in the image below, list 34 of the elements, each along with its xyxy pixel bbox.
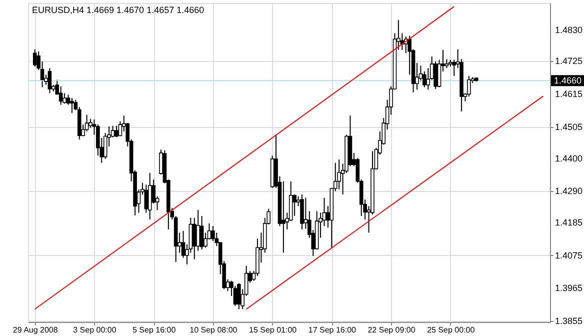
y-tick-label: 1.4290: [555, 186, 583, 196]
candlestick: [84, 114, 89, 132]
x-tick-label: 3 Sep 00:00: [73, 326, 117, 334]
candlestick: [32, 48, 37, 68]
candlestick: [211, 226, 215, 242]
candlestick: [292, 194, 296, 216]
y-tick-label: 1.4830: [555, 24, 583, 35]
chart-title: EURUSD,H4 1.4669 1.4670 1.4657 1.4660: [32, 5, 204, 15]
y-tick-label: 1.4615: [555, 89, 583, 100]
candlestick: [114, 125, 118, 138]
candlestick: [300, 194, 304, 230]
y-tick-label: 1.4185: [555, 218, 583, 228]
x-tick-label: 22 Sep 09:00: [368, 326, 416, 334]
candlestick: [58, 86, 63, 106]
candlestick: [196, 209, 200, 252]
candlestick: [237, 282, 241, 310]
candlestick: [48, 68, 52, 94]
x-tick-label: 15 Sep 01:00: [249, 326, 298, 334]
y-tick-label: 1.4505: [555, 122, 583, 132]
x-tick-label: 5 Sep 16:00: [132, 326, 176, 334]
candlestick: [282, 180, 286, 254]
y-tick-label: 1.4400: [555, 153, 583, 164]
y-tick-label: 1.4725: [555, 56, 583, 66]
y-tick-label: 1.4075: [555, 250, 583, 260]
candlestick: [144, 184, 148, 214]
x-tick-label: 25 Sep 00:00: [427, 326, 476, 334]
candlestick: [233, 285, 238, 306]
candlestick: [70, 97, 74, 114]
x-tick-label: 29 Aug 2008: [12, 326, 58, 334]
x-tick-label: 17 Sep 16:00: [308, 326, 357, 334]
y-tick-label: 1.3965: [555, 283, 583, 294]
y-tick-label: 1.3855: [555, 316, 583, 326]
ref-line-label: 1.4660: [554, 76, 582, 86]
x-tick-label: 10 Sep 08:00: [190, 326, 238, 334]
